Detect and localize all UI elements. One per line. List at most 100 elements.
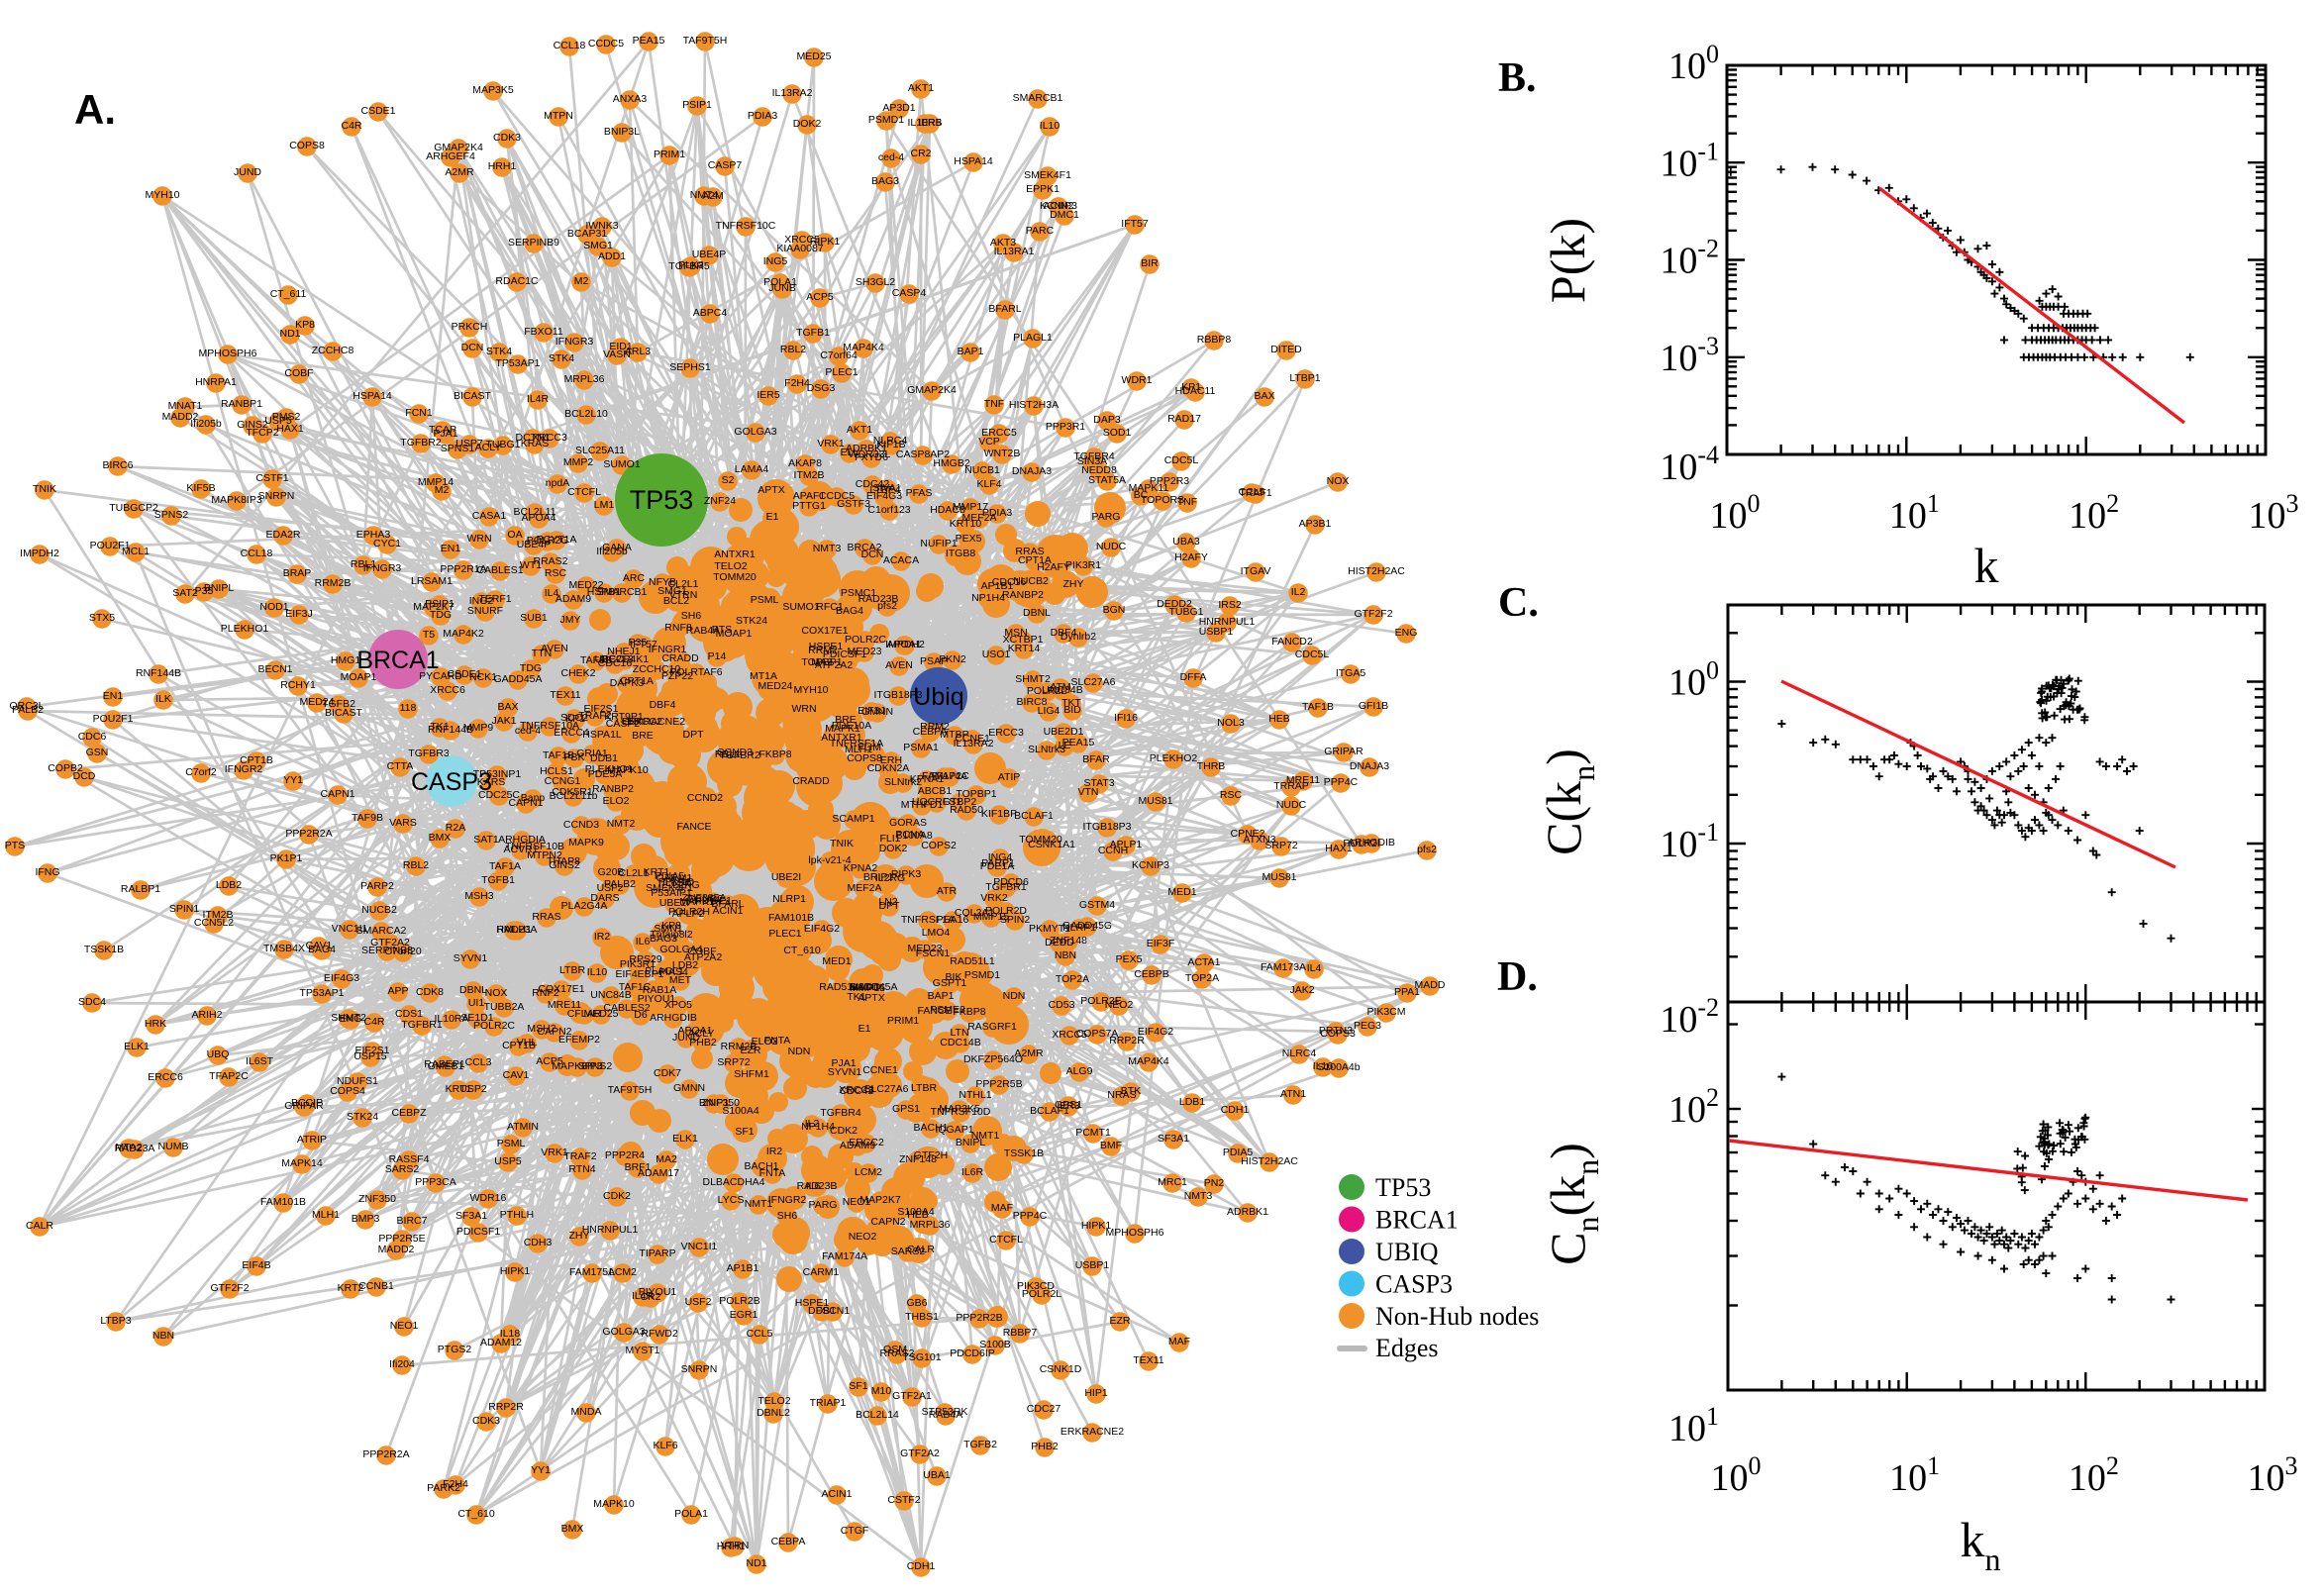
svg-text:UBE4P: UBE4P bbox=[692, 249, 726, 260]
svg-text:KRT1: KRT1 bbox=[446, 1083, 472, 1095]
svg-text:APTX: APTX bbox=[758, 484, 784, 496]
svg-text:SMEK4F1: SMEK4F1 bbox=[1024, 169, 1071, 181]
svg-text:TNFRSF10B: TNFRSF10B bbox=[505, 841, 564, 852]
svg-text:SCAMP1: SCAMP1 bbox=[832, 813, 874, 825]
svg-text:CSTF2: CSTF2 bbox=[887, 1494, 920, 1506]
svg-text:CD53: CD53 bbox=[1049, 999, 1075, 1011]
svg-text:AKAP8: AKAP8 bbox=[788, 457, 822, 469]
svg-text:VRK1: VRK1 bbox=[541, 1147, 568, 1158]
svg-text:EIF4G2: EIF4G2 bbox=[804, 923, 840, 935]
svg-text:IL10: IL10 bbox=[1040, 120, 1060, 132]
svg-text:BAP1: BAP1 bbox=[958, 346, 984, 357]
svg-text:PPP2R2A: PPP2R2A bbox=[285, 828, 332, 840]
svg-text:Dynlrb2: Dynlrb2 bbox=[1060, 631, 1096, 643]
svg-text:SPNS2: SPNS2 bbox=[154, 509, 189, 521]
svg-text:EFEMP2: EFEMP2 bbox=[558, 1034, 600, 1046]
svg-text:FKBP8: FKBP8 bbox=[758, 748, 791, 760]
svg-text:KPNA1: KPNA1 bbox=[910, 773, 945, 785]
svg-text:SMARCB1: SMARCB1 bbox=[1013, 92, 1063, 104]
svg-text:RAD23A: RAD23A bbox=[115, 1143, 155, 1154]
svg-text:XRCC5: XRCC5 bbox=[784, 234, 820, 246]
svg-text:Edges: Edges bbox=[1375, 1334, 1439, 1362]
svg-text:DCD: DCD bbox=[73, 770, 96, 782]
svg-text:GTF2F2: GTF2F2 bbox=[1354, 608, 1392, 620]
svg-text:POLR2C: POLR2C bbox=[845, 634, 886, 646]
svg-text:MED1: MED1 bbox=[822, 955, 851, 967]
svg-text:BRE: BRE bbox=[632, 730, 654, 742]
svg-text:STAT3: STAT3 bbox=[1083, 777, 1114, 789]
svg-text:GTF2A1: GTF2A1 bbox=[892, 1390, 932, 1402]
svg-text:ERCC6: ERCC6 bbox=[148, 1071, 183, 1083]
svg-text:GB6: GB6 bbox=[906, 1297, 927, 1309]
svg-text:EIF3J: EIF3J bbox=[285, 608, 312, 620]
svg-text:A.: A. bbox=[74, 86, 116, 133]
svg-text:ZHY: ZHY bbox=[569, 1230, 590, 1242]
svg-text:TNF: TNF bbox=[1177, 496, 1197, 508]
svg-text:EIF4G3: EIF4G3 bbox=[324, 972, 359, 984]
svg-text:RNF2: RNF2 bbox=[532, 987, 559, 999]
svg-text:Ifi204: Ifi204 bbox=[389, 1358, 415, 1370]
svg-text:LTBP3: LTBP3 bbox=[100, 1315, 131, 1327]
svg-text:ANXA3: ANXA3 bbox=[613, 93, 648, 105]
svg-text:BCL2L11: BCL2L11 bbox=[513, 506, 556, 518]
svg-text:HIST2H3A: HIST2H3A bbox=[1009, 399, 1059, 411]
svg-text:IL6ST: IL6ST bbox=[246, 1055, 274, 1067]
svg-text:IL13RA2: IL13RA2 bbox=[772, 87, 813, 99]
svg-text:CDK3: CDK3 bbox=[493, 132, 521, 144]
svg-text:CALR: CALR bbox=[907, 1244, 935, 1255]
svg-text:RRM2B: RRM2B bbox=[721, 1041, 758, 1052]
svg-text:JUNB: JUNB bbox=[768, 282, 795, 294]
svg-text:COPS8: COPS8 bbox=[289, 140, 325, 151]
svg-text:MSH2: MSH2 bbox=[527, 1023, 556, 1035]
svg-text:VASN: VASN bbox=[603, 349, 631, 360]
svg-text:FAM175A: FAM175A bbox=[569, 1266, 615, 1278]
svg-text:TNFRSF10D: TNFRSF10D bbox=[931, 1106, 991, 1118]
svg-text:STK4: STK4 bbox=[549, 352, 574, 364]
svg-text:APOA1: APOA1 bbox=[886, 639, 921, 650]
svg-text:DCN: DCN bbox=[461, 342, 484, 353]
svg-text:CTTA: CTTA bbox=[387, 760, 414, 772]
svg-text:PARC: PARC bbox=[1026, 225, 1055, 237]
svg-text:RNF8: RNF8 bbox=[664, 622, 692, 634]
svg-text:MMP9: MMP9 bbox=[463, 722, 493, 734]
svg-text:RAB4A: RAB4A bbox=[929, 1409, 962, 1421]
svg-text:CYC1: CYC1 bbox=[373, 538, 401, 549]
svg-text:RFWD2: RFWD2 bbox=[641, 1328, 677, 1340]
svg-text:CCDC5: CCDC5 bbox=[588, 38, 624, 50]
svg-text:PZP22: PZP22 bbox=[661, 670, 693, 682]
svg-text:PDICSF1: PDICSF1 bbox=[456, 1226, 501, 1238]
svg-text:ERH: ERH bbox=[880, 754, 902, 766]
svg-text:118: 118 bbox=[400, 702, 417, 714]
svg-text:PPA1: PPA1 bbox=[1394, 986, 1420, 998]
svg-text:F2H4: F2H4 bbox=[443, 1478, 468, 1490]
svg-text:ADRBK1: ADRBK1 bbox=[1227, 1206, 1268, 1218]
svg-text:pfs2: pfs2 bbox=[1417, 844, 1437, 855]
svg-text:MRC1: MRC1 bbox=[1158, 1176, 1187, 1188]
svg-text:HIPK1: HIPK1 bbox=[1081, 1220, 1112, 1232]
svg-text:Tnfaip8l2: Tnfaip8l2 bbox=[650, 929, 692, 941]
svg-text:CT_610: CT_610 bbox=[457, 1508, 495, 1520]
svg-text:H2AFY: H2AFY bbox=[1174, 551, 1208, 563]
svg-text:DEDD: DEDD bbox=[1045, 937, 1074, 948]
svg-text:ARHGDIB: ARHGDIB bbox=[650, 1012, 697, 1024]
svg-text:CCND3: CCND3 bbox=[563, 819, 599, 831]
svg-text:VTRN: VTRN bbox=[721, 1540, 750, 1551]
svg-text:E1: E1 bbox=[858, 1023, 871, 1035]
svg-text:BMX: BMX bbox=[561, 1523, 584, 1535]
svg-text:AVEN: AVEN bbox=[885, 659, 913, 671]
svg-text:TRIAP1: TRIAP1 bbox=[810, 1397, 847, 1409]
svg-text:PDCD6: PDCD6 bbox=[993, 876, 1029, 888]
svg-text:CASP3: CASP3 bbox=[411, 768, 492, 796]
svg-text:CASP7: CASP7 bbox=[708, 159, 743, 171]
svg-text:ELO2: ELO2 bbox=[603, 795, 630, 807]
svg-text:RSC: RSC bbox=[1220, 789, 1243, 801]
svg-text:SF3A1: SF3A1 bbox=[1158, 1133, 1189, 1145]
svg-text:PLEC1: PLEC1 bbox=[825, 366, 858, 378]
svg-text:PTS: PTS bbox=[5, 840, 25, 851]
svg-text:MSN: MSN bbox=[1004, 627, 1027, 639]
svg-text:BICAST: BICAST bbox=[454, 390, 492, 402]
svg-text:ACLY: ACLY bbox=[475, 442, 502, 453]
svg-text:FSCN1: FSCN1 bbox=[816, 1305, 851, 1317]
svg-text:NOX: NOX bbox=[1327, 475, 1350, 487]
svg-text:APOA1: APOA1 bbox=[677, 1025, 712, 1037]
